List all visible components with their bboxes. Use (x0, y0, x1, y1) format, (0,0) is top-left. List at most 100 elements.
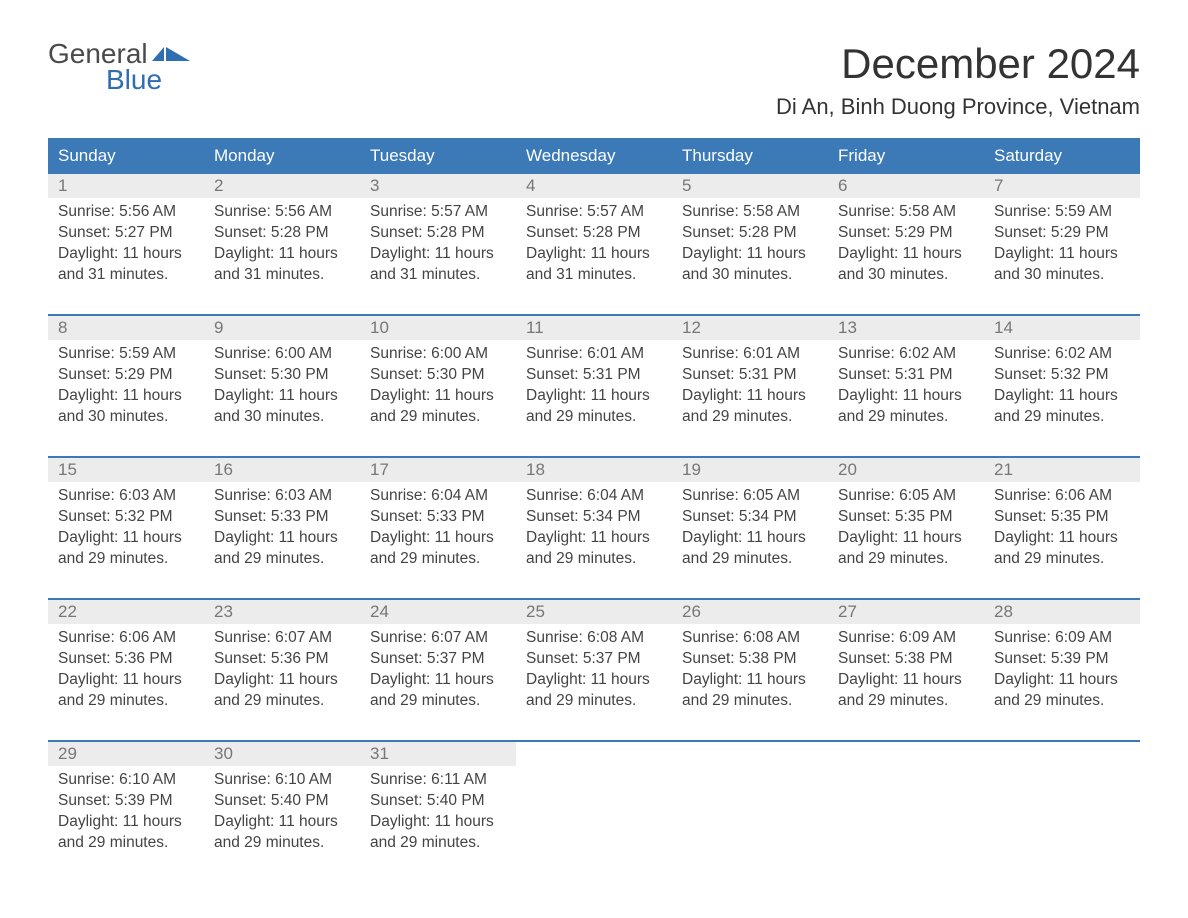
daylight-line1: Daylight: 11 hours (58, 812, 194, 833)
daylight-line1: Daylight: 11 hours (526, 670, 662, 691)
day-cell: 9Sunrise: 6:00 AMSunset: 5:30 PMDaylight… (204, 316, 360, 444)
sunset-text: Sunset: 5:40 PM (370, 791, 506, 812)
week-row: 8Sunrise: 5:59 AMSunset: 5:29 PMDaylight… (48, 314, 1140, 444)
sunrise-text: Sunrise: 6:08 AM (682, 628, 818, 649)
day-number: 4 (516, 174, 672, 198)
sunset-text: Sunset: 5:37 PM (526, 649, 662, 670)
daylight-line1: Daylight: 11 hours (214, 670, 350, 691)
daylight-line2: and 29 minutes. (526, 691, 662, 712)
sunrise-text: Sunrise: 5:58 AM (682, 202, 818, 223)
day-number: 3 (360, 174, 516, 198)
sunset-text: Sunset: 5:34 PM (526, 507, 662, 528)
day-cell: 24Sunrise: 6:07 AMSunset: 5:37 PMDayligh… (360, 600, 516, 728)
sunset-text: Sunset: 5:28 PM (214, 223, 350, 244)
day-details: Sunrise: 6:07 AMSunset: 5:37 PMDaylight:… (360, 624, 516, 716)
daylight-line1: Daylight: 11 hours (58, 386, 194, 407)
daylight-line1: Daylight: 11 hours (838, 670, 974, 691)
daylight-line1: Daylight: 11 hours (370, 386, 506, 407)
sunset-text: Sunset: 5:32 PM (994, 365, 1130, 386)
daylight-line1: Daylight: 11 hours (994, 244, 1130, 265)
week-row: 29Sunrise: 6:10 AMSunset: 5:39 PMDayligh… (48, 740, 1140, 870)
day-number: 24 (360, 600, 516, 624)
day-number: 17 (360, 458, 516, 482)
sunrise-text: Sunrise: 6:04 AM (526, 486, 662, 507)
day-details: Sunrise: 6:10 AMSunset: 5:40 PMDaylight:… (204, 766, 360, 858)
daylight-line2: and 30 minutes. (682, 265, 818, 286)
sunset-text: Sunset: 5:36 PM (214, 649, 350, 670)
sunset-text: Sunset: 5:29 PM (58, 365, 194, 386)
daylight-line1: Daylight: 11 hours (526, 386, 662, 407)
sunset-text: Sunset: 5:35 PM (838, 507, 974, 528)
weekday-header: Friday (828, 138, 984, 174)
daylight-line1: Daylight: 11 hours (838, 528, 974, 549)
day-details: Sunrise: 5:57 AMSunset: 5:28 PMDaylight:… (516, 198, 672, 290)
daylight-line1: Daylight: 11 hours (994, 528, 1130, 549)
day-number: 8 (48, 316, 204, 340)
sunrise-text: Sunrise: 5:59 AM (994, 202, 1130, 223)
day-number: 22 (48, 600, 204, 624)
daylight-line2: and 30 minutes. (58, 407, 194, 428)
day-number: 23 (204, 600, 360, 624)
daylight-line1: Daylight: 11 hours (682, 528, 818, 549)
sunset-text: Sunset: 5:39 PM (58, 791, 194, 812)
daylight-line2: and 31 minutes. (370, 265, 506, 286)
day-number: 28 (984, 600, 1140, 624)
sunrise-text: Sunrise: 6:11 AM (370, 770, 506, 791)
sunrise-text: Sunrise: 6:05 AM (838, 486, 974, 507)
sunrise-text: Sunrise: 5:58 AM (838, 202, 974, 223)
sunset-text: Sunset: 5:40 PM (214, 791, 350, 812)
day-number: 25 (516, 600, 672, 624)
day-number: 9 (204, 316, 360, 340)
daylight-line2: and 29 minutes. (682, 549, 818, 570)
daylight-line1: Daylight: 11 hours (214, 244, 350, 265)
day-cell: 26Sunrise: 6:08 AMSunset: 5:38 PMDayligh… (672, 600, 828, 728)
day-details: Sunrise: 6:04 AMSunset: 5:33 PMDaylight:… (360, 482, 516, 574)
daylight-line1: Daylight: 11 hours (682, 670, 818, 691)
sunrise-text: Sunrise: 6:04 AM (370, 486, 506, 507)
sunrise-text: Sunrise: 6:07 AM (214, 628, 350, 649)
day-details: Sunrise: 6:00 AMSunset: 5:30 PMDaylight:… (204, 340, 360, 432)
daylight-line2: and 29 minutes. (682, 691, 818, 712)
sunrise-text: Sunrise: 5:57 AM (526, 202, 662, 223)
sunset-text: Sunset: 5:31 PM (682, 365, 818, 386)
day-cell: 11Sunrise: 6:01 AMSunset: 5:31 PMDayligh… (516, 316, 672, 444)
weekday-header: Sunday (48, 138, 204, 174)
sunset-text: Sunset: 5:29 PM (838, 223, 974, 244)
day-cell: 22Sunrise: 6:06 AMSunset: 5:36 PMDayligh… (48, 600, 204, 728)
day-cell: 3Sunrise: 5:57 AMSunset: 5:28 PMDaylight… (360, 174, 516, 302)
day-number: 12 (672, 316, 828, 340)
day-details: Sunrise: 6:08 AMSunset: 5:37 PMDaylight:… (516, 624, 672, 716)
daylight-line1: Daylight: 11 hours (526, 528, 662, 549)
week-row: 15Sunrise: 6:03 AMSunset: 5:32 PMDayligh… (48, 456, 1140, 586)
day-cell: 18 Sunrise: 6:04 AMSunset: 5:34 PMDayligh… (516, 458, 672, 586)
sunrise-text: Sunrise: 6:10 AM (214, 770, 350, 791)
day-number: 16 (204, 458, 360, 482)
day-details: Sunrise: 5:59 AMSunset: 5:29 PMDaylight:… (984, 198, 1140, 290)
day-details: Sunrise: 6:01 AMSunset: 5:31 PMDaylight:… (672, 340, 828, 432)
sunset-text: Sunset: 5:38 PM (838, 649, 974, 670)
day-cell: 31Sunrise: 6:11 AMSunset: 5:40 PMDayligh… (360, 742, 516, 870)
daylight-line2: and 30 minutes. (994, 265, 1130, 286)
day-cell: 29Sunrise: 6:10 AMSunset: 5:39 PMDayligh… (48, 742, 204, 870)
daylight-line2: and 29 minutes. (682, 407, 818, 428)
daylight-line1: Daylight: 11 hours (370, 244, 506, 265)
day-cell: 23 Sunrise: 6:07 AMSunset: 5:36 PMDayligh… (204, 600, 360, 728)
day-cell: 20 Sunrise: 6:05 AMSunset: 5:35 PMDayligh… (828, 458, 984, 586)
daylight-line2: and 30 minutes. (838, 265, 974, 286)
daylight-line2: and 29 minutes. (370, 407, 506, 428)
sunrise-text: Sunrise: 5:56 AM (58, 202, 194, 223)
day-number: 18 (516, 458, 672, 482)
sunrise-text: Sunrise: 6:01 AM (526, 344, 662, 365)
week-row: 22Sunrise: 6:06 AMSunset: 5:36 PMDayligh… (48, 598, 1140, 728)
day-number: 20 (828, 458, 984, 482)
header: General Blue December 2024 Di An, Binh D… (48, 40, 1140, 130)
day-cell: 5Sunrise: 5:58 AMSunset: 5:28 PMDaylight… (672, 174, 828, 302)
day-details: Sunrise: 5:56 AMSunset: 5:27 PMDaylight:… (48, 198, 204, 290)
day-number: 21 (984, 458, 1140, 482)
day-cell: 12Sunrise: 6:01 AMSunset: 5:31 PMDayligh… (672, 316, 828, 444)
sunrise-text: Sunrise: 6:01 AM (682, 344, 818, 365)
day-details: Sunrise: 6:01 AMSunset: 5:31 PMDaylight:… (516, 340, 672, 432)
daylight-line2: and 29 minutes. (994, 549, 1130, 570)
sunrise-text: Sunrise: 6:06 AM (58, 628, 194, 649)
daylight-line1: Daylight: 11 hours (58, 528, 194, 549)
